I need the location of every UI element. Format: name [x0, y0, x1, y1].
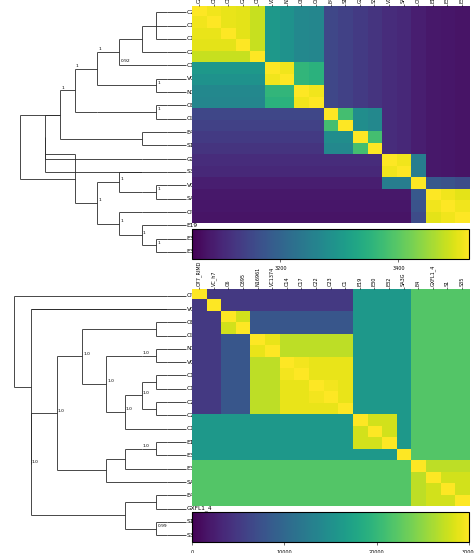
- Text: O77_RIMD: O77_RIMD: [187, 293, 218, 299]
- Text: E32: E32: [187, 249, 198, 254]
- Text: S1: S1: [187, 143, 194, 148]
- Text: 1: 1: [61, 86, 64, 90]
- Text: 1: 1: [98, 48, 101, 51]
- Text: E4: E4: [187, 493, 194, 498]
- Text: O395: O395: [187, 116, 203, 121]
- Text: VC1374: VC1374: [187, 76, 210, 81]
- Text: 1: 1: [157, 241, 160, 244]
- Text: O77_RIMD: O77_RIMD: [187, 209, 218, 215]
- Text: 1.0: 1.0: [57, 409, 64, 413]
- Text: 1.0: 1.0: [126, 408, 133, 411]
- Text: SA3G: SA3G: [187, 479, 203, 484]
- Text: E19: E19: [187, 223, 198, 228]
- Text: GXFL1_4: GXFL1_4: [187, 506, 212, 512]
- Text: 1: 1: [157, 81, 160, 85]
- Text: E4: E4: [187, 129, 194, 134]
- Text: VC_h7: VC_h7: [187, 182, 205, 188]
- Text: 1.0: 1.0: [143, 391, 149, 395]
- Text: C17: C17: [187, 23, 198, 28]
- Text: SA3G: SA3G: [187, 196, 203, 201]
- Text: S35: S35: [187, 533, 198, 538]
- Text: C23: C23: [187, 413, 199, 418]
- Text: O395: O395: [187, 333, 203, 338]
- Text: 1.0: 1.0: [143, 351, 149, 355]
- Text: 1.0: 1.0: [143, 444, 149, 448]
- Text: N16961: N16961: [187, 90, 210, 95]
- Text: C6: C6: [187, 103, 195, 108]
- Text: E19: E19: [187, 440, 198, 445]
- Text: GXFL1_4: GXFL1_4: [187, 156, 212, 161]
- Text: C1: C1: [187, 426, 195, 431]
- Text: 1: 1: [143, 231, 145, 234]
- Text: 1: 1: [76, 64, 79, 68]
- Text: VC_h7: VC_h7: [187, 306, 205, 312]
- Text: 1: 1: [120, 219, 123, 223]
- Text: N16961: N16961: [187, 346, 210, 351]
- Text: C22: C22: [187, 10, 199, 15]
- Text: C6: C6: [187, 320, 195, 325]
- Text: S1: S1: [187, 519, 194, 524]
- Text: C22: C22: [187, 400, 199, 405]
- Text: C23: C23: [187, 50, 199, 55]
- Text: E32: E32: [187, 466, 198, 471]
- Text: E30: E30: [187, 453, 198, 458]
- Text: 1.0: 1.0: [107, 379, 114, 383]
- Text: 1.0: 1.0: [32, 460, 38, 463]
- Text: 1: 1: [120, 178, 123, 181]
- Text: E30: E30: [187, 236, 198, 241]
- Text: 1: 1: [157, 187, 160, 191]
- Text: S35: S35: [187, 169, 198, 175]
- Text: VC1374: VC1374: [187, 359, 210, 364]
- Text: C1: C1: [187, 36, 195, 41]
- Text: C17: C17: [187, 387, 198, 392]
- Text: 0.92: 0.92: [120, 60, 130, 64]
- Text: 1: 1: [157, 107, 160, 111]
- Text: C14: C14: [187, 63, 198, 68]
- Text: C14: C14: [187, 373, 198, 378]
- Text: 1.0: 1.0: [83, 352, 90, 356]
- Text: 0.99: 0.99: [157, 524, 167, 528]
- Text: 1: 1: [98, 198, 101, 202]
